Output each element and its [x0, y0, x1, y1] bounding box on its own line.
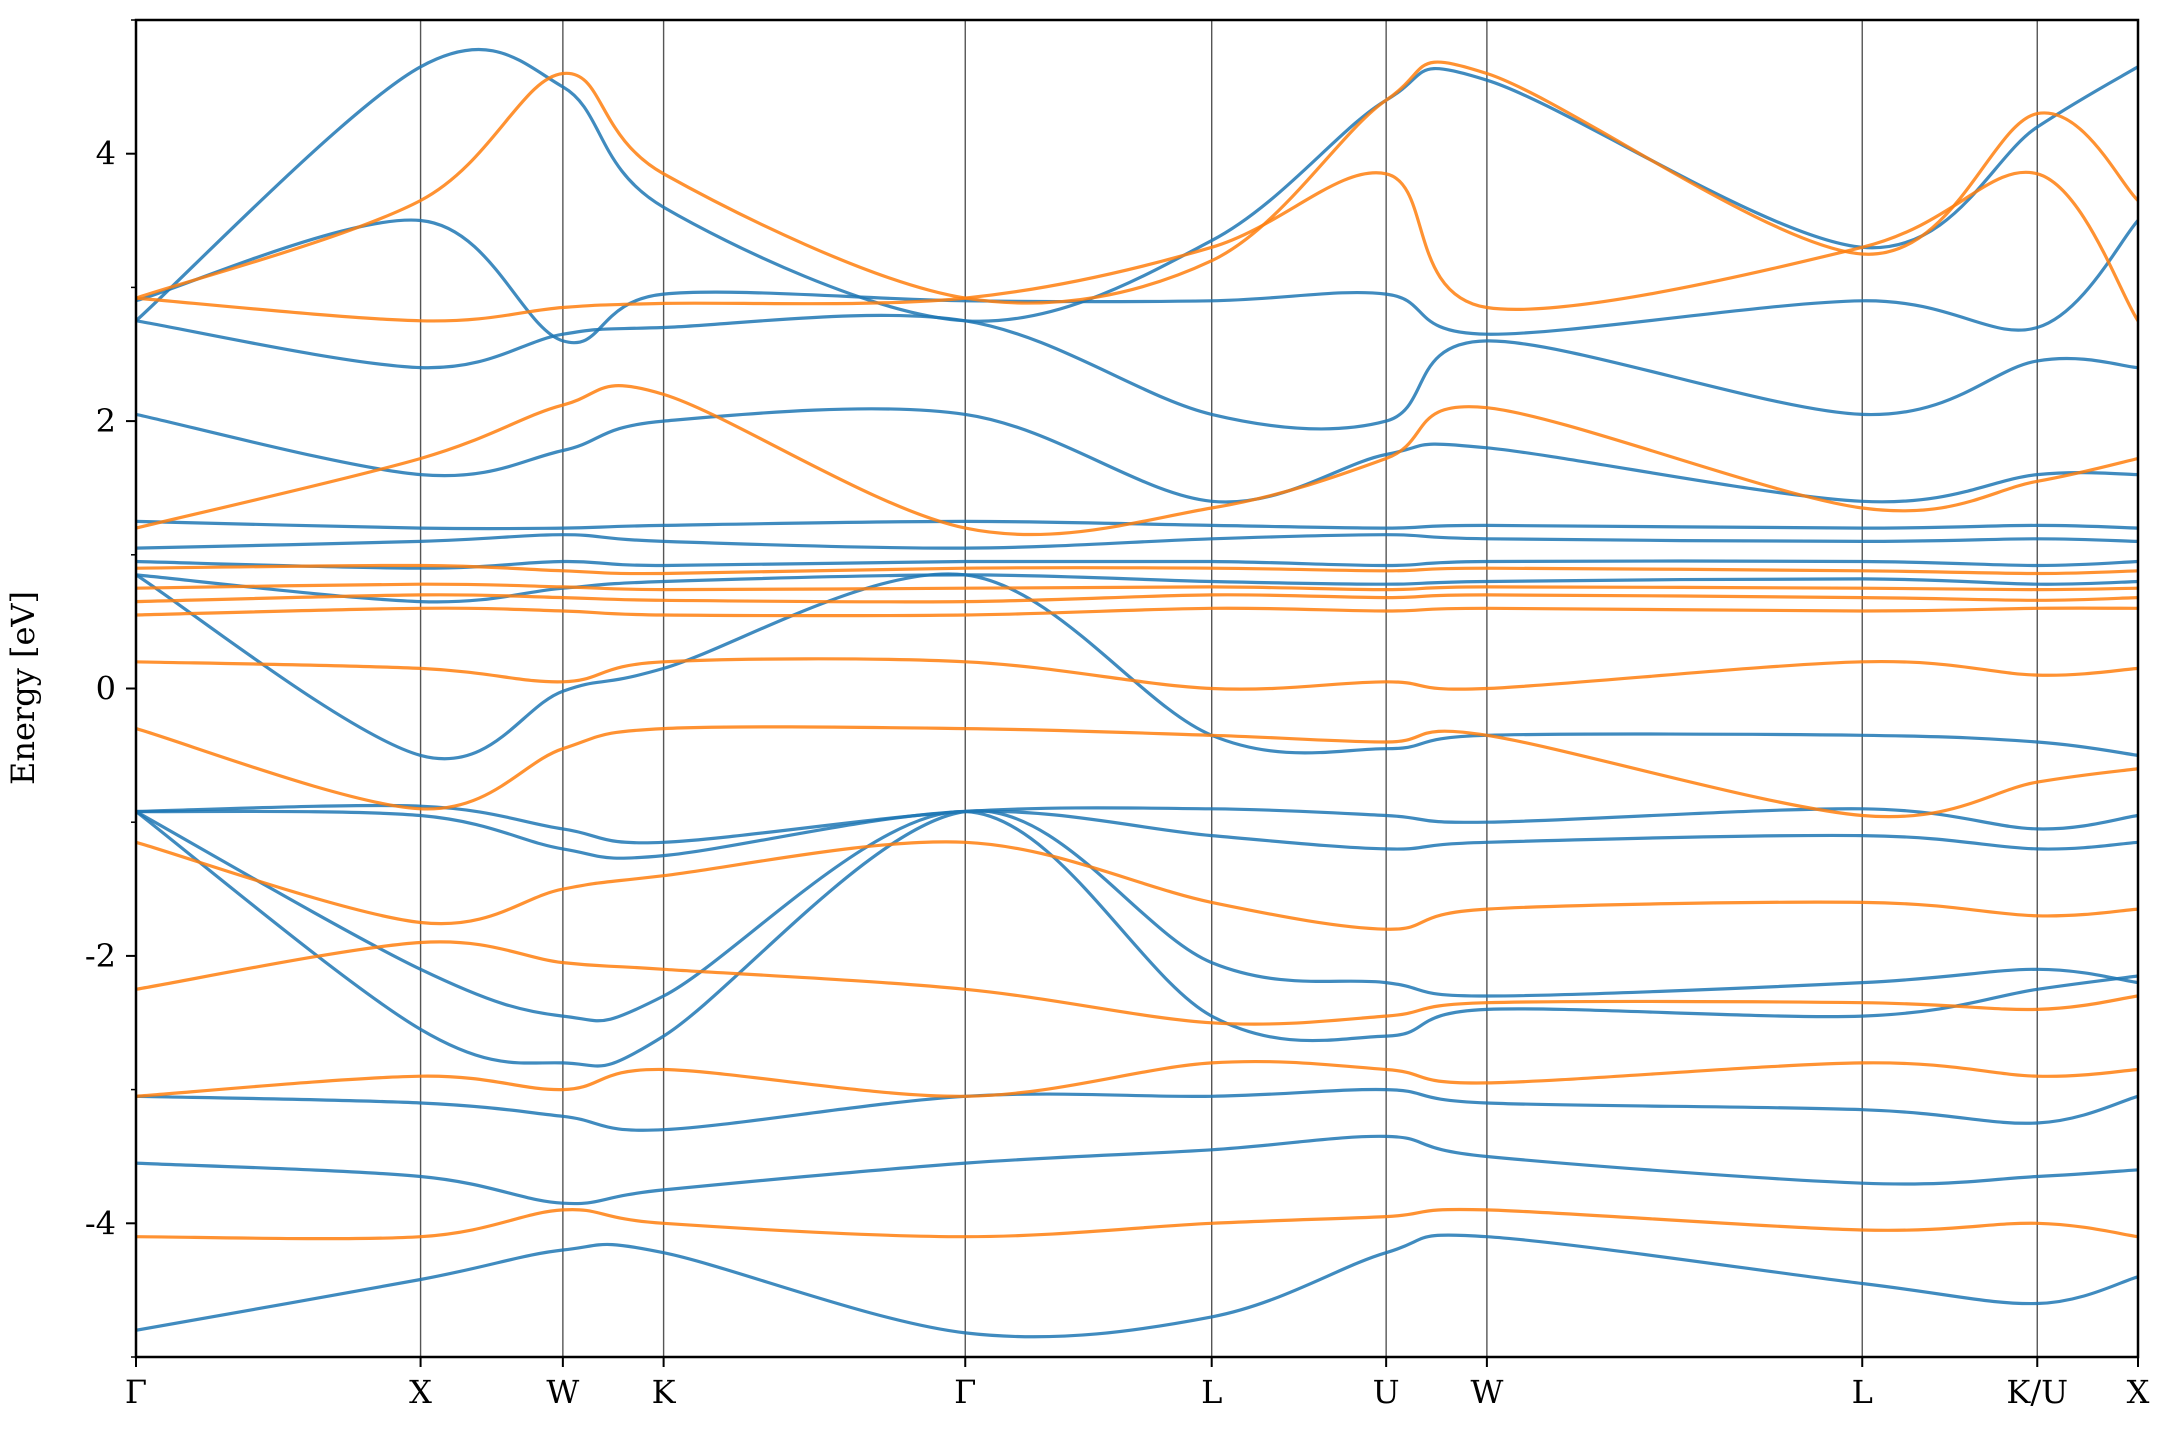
x-tick-label-10: X — [2127, 1373, 2150, 1411]
band-line-0-2 — [136, 1087, 2138, 1132]
band-line-0-14 — [136, 218, 2138, 345]
band-line-0-3 — [136, 809, 2138, 1043]
band-line-0-5 — [136, 803, 2138, 845]
y-tick-label-0: -4 — [85, 1204, 116, 1242]
x-tick-label-3: K — [652, 1373, 677, 1411]
x-tick-label-8: L — [1852, 1373, 1873, 1411]
band-line-1-0 — [136, 1207, 2138, 1241]
band-line-0-7 — [136, 572, 2138, 761]
band-line-1-11 — [136, 170, 2138, 323]
x-tick-label-2: W — [546, 1373, 579, 1411]
band-line-1-4 — [136, 725, 2138, 819]
y-tick-label-3: 2 — [96, 402, 116, 440]
band-line-1-12 — [136, 60, 2138, 305]
y-axis: -4 -2 0 2 4 — [85, 19, 136, 1358]
x-tick-label-0: Γ — [125, 1373, 147, 1411]
band-line-0-13 — [136, 313, 2138, 431]
plot-frame — [134, 18, 2140, 1359]
band-line-0-0 — [136, 1233, 2138, 1339]
series-spin-up-bands — [136, 48, 2138, 1339]
x-tick-label-7: W — [1470, 1373, 1503, 1411]
band-line-0-6 — [136, 809, 2138, 860]
band-line-1-3 — [136, 840, 2138, 931]
x-tick-label-1: X — [409, 1373, 432, 1411]
x-tick-label-9: K/U — [2006, 1373, 2068, 1411]
y-tick-label-4: 4 — [96, 135, 116, 173]
band-line-0-1 — [136, 1134, 2138, 1206]
series-spin-down-bands — [136, 60, 2138, 1241]
band-line-1-7 — [136, 593, 2138, 604]
band-line-0-4 — [136, 809, 2138, 1068]
band-line-1-6 — [136, 606, 2138, 618]
band-line-1-5 — [136, 657, 2138, 691]
x-axis: Γ X W K Γ L U W L K/U X — [125, 1357, 2150, 1411]
band-line-0-15 — [136, 48, 2138, 323]
band-line-0-12 — [136, 407, 2138, 504]
x-tick-label-5: L — [1201, 1373, 1222, 1411]
band-line-1-8 — [136, 582, 2138, 592]
band-line-0-10 — [136, 533, 2138, 550]
band-line-1-10 — [136, 384, 2138, 537]
band-line-0-11 — [136, 519, 2138, 531]
band-line-0-9 — [136, 559, 2138, 570]
x-tick-label-6: U — [1373, 1373, 1400, 1411]
y-tick-label-1: -2 — [85, 937, 116, 975]
band-line-1-1 — [136, 1059, 2138, 1098]
y-axis-label: Energy [eV] — [4, 591, 42, 785]
band-line-1-2 — [136, 940, 2138, 1026]
y-tick-label-2: 0 — [96, 670, 116, 708]
band-line-1-9 — [136, 563, 2138, 576]
x-tick-label-4: Γ — [954, 1373, 976, 1411]
